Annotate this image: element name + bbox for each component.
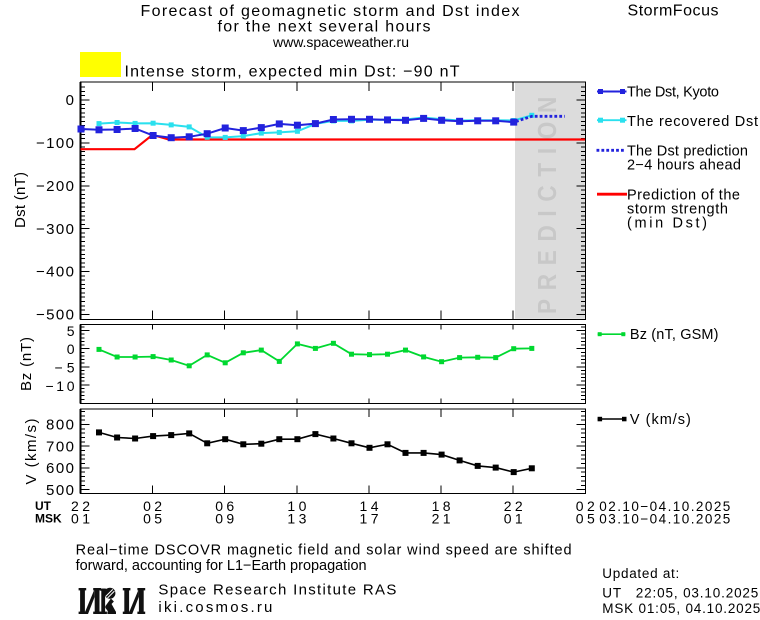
svg-text:−10: −10 (46, 378, 75, 394)
svg-text:for the next several hours: for the next several hours (218, 19, 431, 36)
svg-text:MSK 01:05, 04.10.2025: MSK 01:05, 04.10.2025 (602, 601, 760, 616)
svg-text:UT: UT (35, 499, 52, 513)
svg-text:Space Research Institute RAS: Space Research Institute RAS (158, 582, 396, 599)
svg-text:500: 500 (46, 482, 74, 499)
svg-text:forward, accounting for L1−Ear: forward, accounting for L1−Earth propaga… (76, 558, 367, 574)
svg-text:MSK: MSK (35, 512, 62, 526)
svg-text:PREDICTION: PREDICTION (532, 88, 562, 314)
svg-text:−100: −100 (36, 135, 74, 152)
svg-text:StormFocus: StormFocus (628, 3, 719, 20)
svg-text:−300: −300 (36, 221, 74, 238)
svg-text:02.10−04.10.2025: 02.10−04.10.2025 (599, 499, 730, 514)
svg-text:Bz (nT): Bz (nT) (18, 337, 35, 391)
svg-text:www.spaceweather.ru: www.spaceweather.ru (272, 34, 409, 50)
svg-text:−200: −200 (36, 178, 74, 195)
svg-text:Bz (nT, GSM): Bz (nT, GSM) (630, 327, 719, 343)
svg-text:Updated at:: Updated at: (602, 566, 679, 581)
svg-text:0: 0 (66, 92, 74, 109)
svg-text:(min Dst): (min Dst) (627, 216, 707, 232)
svg-text:UT 22:05, 03.10.2025: UT 22:05, 03.10.2025 (602, 586, 758, 601)
svg-text:−400: −400 (36, 264, 74, 281)
svg-text:600: 600 (46, 460, 74, 477)
svg-text:800: 800 (46, 417, 74, 434)
svg-text:2−4 hours ahead: 2−4 hours ahead (627, 158, 741, 174)
svg-text:Real−time DSCOVR magnetic fiel: Real−time DSCOVR magnetic field and sola… (76, 543, 572, 559)
svg-text:The recovered Dst: The recovered Dst (627, 114, 758, 130)
svg-text:V (km/s): V (km/s) (23, 419, 40, 485)
svg-text:iki.cosmos.ru: iki.cosmos.ru (158, 599, 272, 616)
svg-text:0: 0 (67, 341, 75, 357)
svg-text:Intense storm, expected min Ds: Intense storm, expected min Dst: −90 nT (125, 64, 460, 81)
svg-text:5: 5 (67, 323, 75, 339)
svg-text:Forecast of geomagnetic storm: Forecast of geomagnetic storm and Dst in… (141, 3, 520, 20)
svg-text:700: 700 (46, 438, 74, 455)
svg-text:V (km/s): V (km/s) (630, 412, 691, 428)
svg-text:−500: −500 (36, 307, 74, 324)
svg-text:03.10−04.10.2025: 03.10−04.10.2025 (599, 512, 730, 527)
svg-text:The Dst prediction: The Dst prediction (627, 143, 748, 159)
svg-text:The Dst, Kyoto: The Dst, Kyoto (627, 85, 719, 101)
svg-text:Dst (nT): Dst (nT) (12, 172, 29, 228)
svg-text:storm strength: storm strength (627, 202, 728, 218)
svg-text:Prediction of the: Prediction of the (627, 188, 740, 204)
